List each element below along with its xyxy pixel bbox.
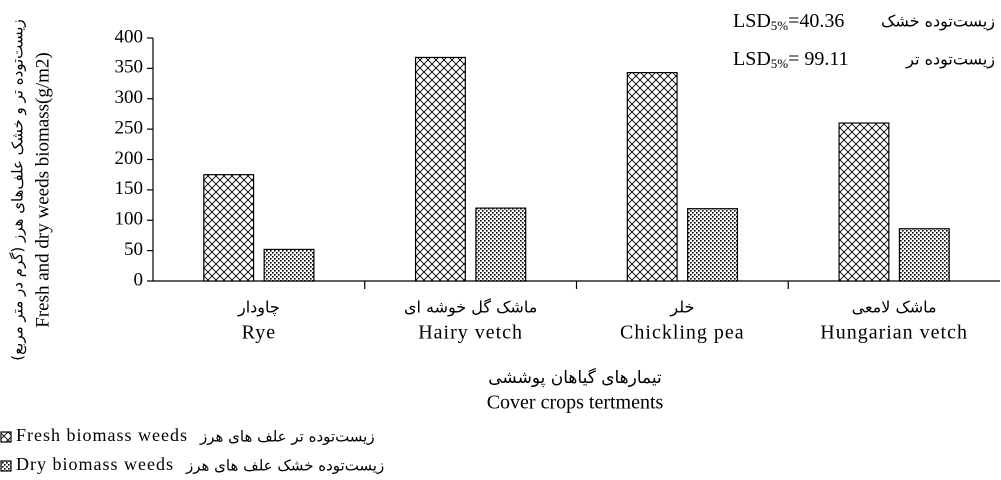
bar	[626, 72, 678, 282]
annotation: LSD5%=40.36	[733, 10, 844, 33]
bar	[203, 174, 255, 282]
y-tick-label: 0	[134, 269, 144, 290]
annotation-fa: زیست‌توده تر	[905, 50, 995, 70]
y-tick-label: 300	[115, 87, 144, 108]
legend-swatch	[0, 460, 12, 472]
y-tick-label: 50	[124, 239, 143, 260]
annotation-sub: 5%	[771, 56, 789, 71]
y-tick-label: 350	[115, 57, 144, 78]
x-axis-label-fa: تیمارهای گیاهان پوششی	[488, 367, 662, 388]
x-tick-label-fa: چاودار	[237, 298, 280, 318]
bar	[475, 207, 527, 282]
x-axis-label: Cover crops tertments	[487, 392, 664, 414]
y-tick-label: 150	[115, 178, 144, 199]
bar	[687, 208, 739, 282]
y-tick-label: 400	[115, 26, 144, 47]
x-tick-label-fa: ماشک لامعی	[852, 298, 937, 317]
x-tick-label-fa: ماشک گل خوشه ای	[404, 298, 537, 318]
annotation-lsd: LSD	[733, 48, 771, 70]
bar	[898, 228, 950, 282]
x-tick-label-fa: خلر	[669, 298, 694, 318]
y-tick-label: 100	[115, 209, 144, 230]
y-tick-label: 200	[115, 148, 144, 169]
annotation: LSD5%= 99.11	[733, 48, 849, 71]
annotation-value: = 99.11	[788, 48, 849, 70]
legend-swatch	[0, 431, 12, 443]
annotation-value: =40.36	[788, 10, 844, 32]
y-axis-label-fa: (زیست‌توده تر و خشک علف‌های هرز (گرم در …	[9, 19, 27, 360]
legend-label: Fresh biomass weeds	[16, 425, 188, 445]
legend-label: Dry biomass weeds	[16, 454, 174, 474]
x-tick-label: Hungarian vetch	[820, 322, 968, 344]
y-tick-label: 250	[115, 117, 144, 138]
annotation-sub: 5%	[771, 18, 789, 33]
bar	[414, 56, 466, 282]
x-tick-label: Chickling pea	[620, 322, 745, 344]
annotation-fa: زیست‌توده خشک	[881, 12, 995, 32]
bar	[838, 122, 890, 282]
x-tick-label: Hairy vetch	[418, 322, 523, 344]
y-axis-label: Fresh and dry weeds biomass(g/m2)	[32, 52, 53, 327]
x-tick-label: Rye	[242, 322, 276, 344]
bar	[263, 248, 315, 282]
annotation-lsd: LSD	[733, 10, 771, 32]
legend-label-fa: زیست‌توده تر علف های هرز	[199, 428, 375, 446]
legend-label-fa: زیست‌توده خشک علف های هرز	[185, 457, 384, 475]
